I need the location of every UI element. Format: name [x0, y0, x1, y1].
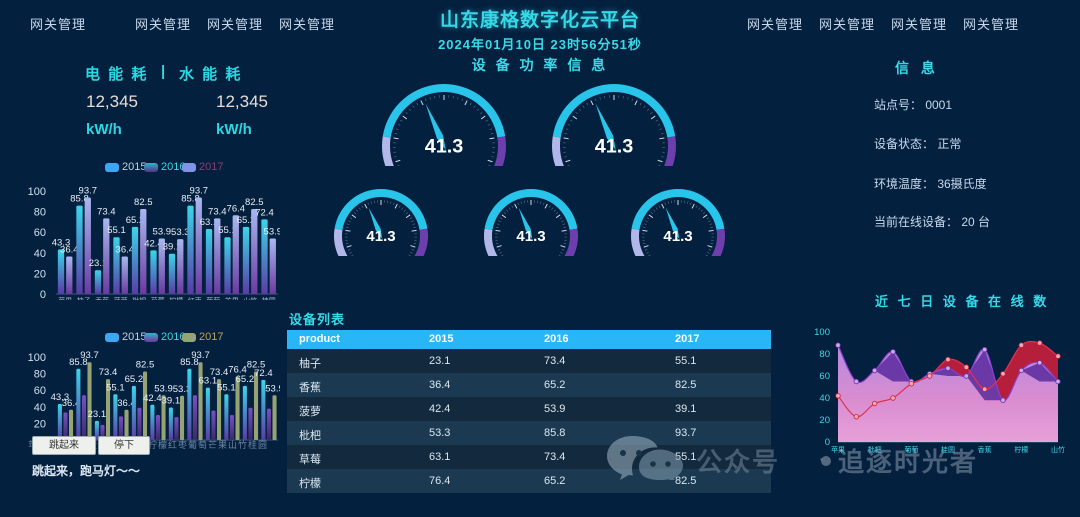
svg-text:53.9: 53.9	[153, 226, 172, 237]
svg-text:菠萝: 菠萝	[114, 296, 128, 300]
svg-text:41.3: 41.3	[516, 228, 545, 245]
svg-text:20: 20	[819, 415, 830, 426]
svg-text:55.1: 55.1	[107, 225, 126, 236]
svg-text:93.7: 93.7	[80, 350, 99, 361]
svg-text:53.9: 53.9	[265, 383, 280, 394]
svg-text:39.1: 39.1	[162, 396, 181, 407]
svg-text:枇杷: 枇杷	[132, 296, 146, 300]
svg-text:76.4: 76.4	[227, 203, 246, 214]
svg-text:55.1: 55.1	[217, 382, 236, 393]
svg-text:红枣: 红枣	[188, 296, 202, 300]
svg-text:80: 80	[34, 369, 46, 381]
svg-text:60: 60	[34, 227, 46, 239]
svg-text:40: 40	[34, 402, 46, 414]
svg-text:53.9: 53.9	[154, 383, 173, 394]
svg-text:柠檬: 柠檬	[1014, 445, 1028, 454]
svg-text:山竹: 山竹	[243, 296, 257, 300]
svg-text:80: 80	[34, 207, 46, 219]
svg-text:36.4: 36.4	[60, 245, 79, 256]
svg-text:41.3: 41.3	[663, 228, 692, 245]
svg-text:草莓: 草莓	[151, 296, 165, 300]
svg-text:100: 100	[814, 327, 830, 338]
svg-text:桂圆: 桂圆	[262, 296, 276, 300]
svg-text:23.1: 23.1	[88, 409, 107, 420]
svg-text:73.4: 73.4	[208, 206, 227, 217]
svg-text:葡萄: 葡萄	[206, 296, 220, 300]
svg-text:20: 20	[34, 268, 46, 280]
svg-text:100: 100	[28, 186, 46, 198]
svg-text:60: 60	[819, 371, 830, 382]
svg-text:41.3: 41.3	[425, 136, 464, 158]
svg-text:53.3: 53.3	[171, 227, 190, 238]
svg-text:41.3: 41.3	[366, 228, 395, 245]
svg-text:65.2: 65.2	[236, 374, 255, 385]
svg-text:100: 100	[28, 352, 46, 364]
svg-text:60: 60	[34, 385, 46, 397]
svg-text:41.3: 41.3	[595, 136, 634, 158]
svg-text:72.4: 72.4	[255, 207, 274, 218]
svg-text:香蕉: 香蕉	[978, 445, 992, 454]
svg-text:73.4: 73.4	[210, 367, 229, 378]
svg-text:55.1: 55.1	[106, 382, 125, 393]
svg-text:苹果: 苹果	[58, 296, 72, 300]
svg-text:芒果: 芒果	[225, 296, 239, 300]
svg-text:36.4: 36.4	[116, 245, 135, 256]
svg-text:香蕉: 香蕉	[95, 296, 109, 300]
svg-text:93.7: 93.7	[79, 185, 98, 196]
svg-text:82.5: 82.5	[134, 197, 153, 208]
svg-text:93.7: 93.7	[191, 350, 210, 361]
svg-text:80: 80	[819, 349, 830, 360]
svg-text:40: 40	[819, 393, 830, 404]
svg-text:山竹: 山竹	[1051, 445, 1065, 454]
svg-text:72.4: 72.4	[254, 368, 273, 379]
svg-text:柠檬: 柠檬	[169, 296, 183, 300]
svg-text:82.5: 82.5	[136, 360, 155, 371]
svg-text:73.4: 73.4	[97, 206, 116, 217]
svg-text:柚子: 柚子	[77, 296, 91, 300]
svg-text:65.2: 65.2	[125, 374, 144, 385]
svg-text:0: 0	[40, 289, 46, 300]
svg-text:53.9: 53.9	[264, 226, 280, 237]
svg-text:73.4: 73.4	[99, 367, 118, 378]
svg-text:93.7: 93.7	[190, 185, 209, 196]
svg-text:42.4: 42.4	[143, 393, 162, 404]
svg-text:0: 0	[825, 437, 830, 448]
svg-text:40: 40	[34, 248, 46, 260]
svg-text:82.5: 82.5	[245, 197, 264, 208]
svg-text:20: 20	[34, 418, 46, 430]
